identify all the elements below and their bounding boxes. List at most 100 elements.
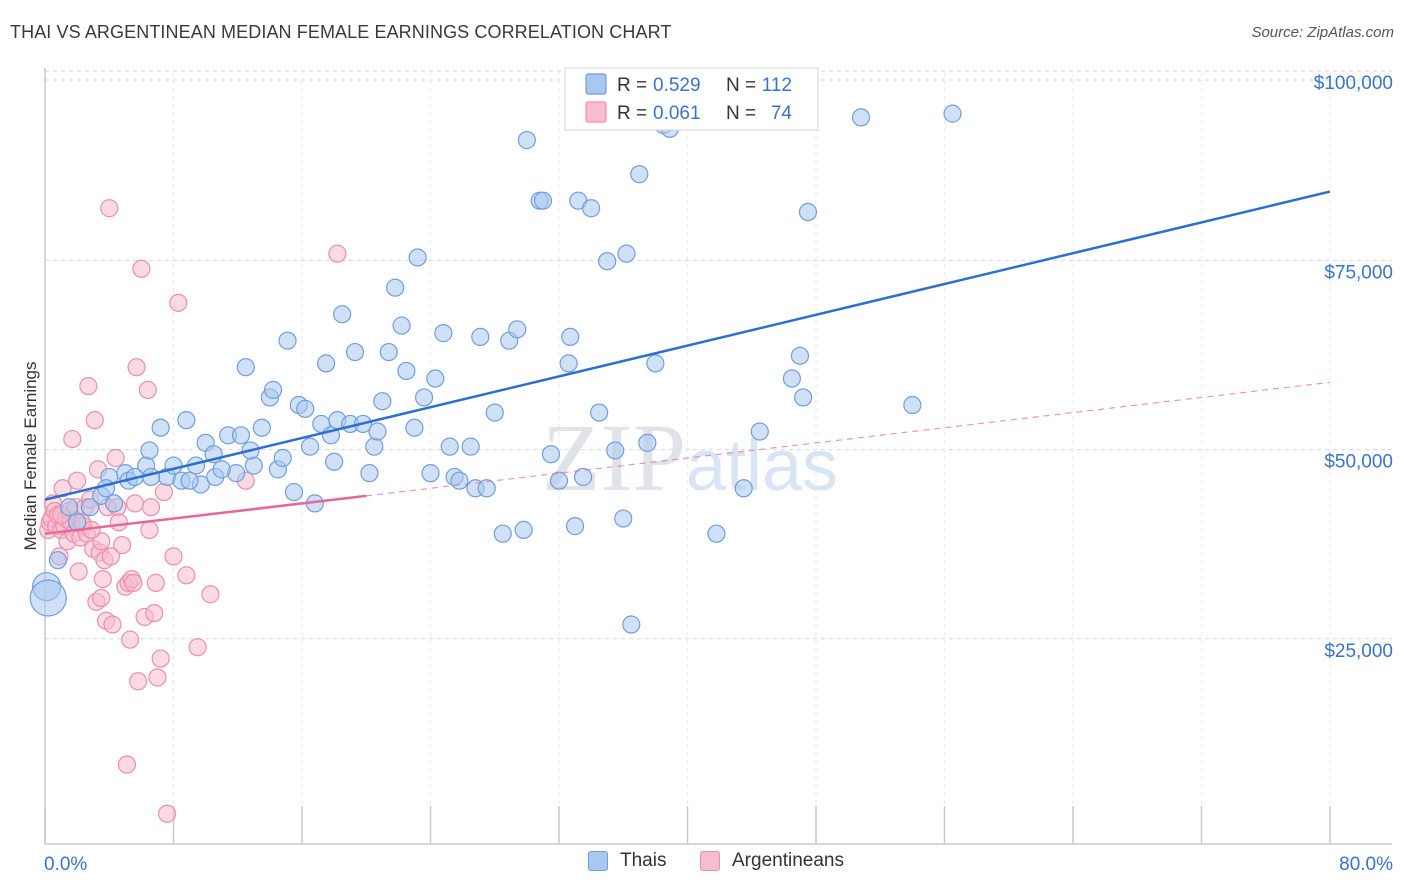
thais-point	[549, 471, 569, 490]
argentineans-point	[117, 755, 137, 774]
thais-point	[943, 104, 962, 123]
thais-point	[426, 369, 445, 388]
argentineans-point	[121, 630, 140, 649]
thais-point	[48, 551, 67, 570]
thais-point	[590, 403, 609, 422]
thais-point	[296, 399, 315, 418]
thais-point	[379, 342, 398, 362]
argentineans-point	[79, 376, 98, 396]
argentineans-point	[177, 566, 196, 585]
thais-point	[565, 517, 585, 536]
thais-point	[630, 165, 649, 184]
argentineans-point	[201, 585, 220, 604]
argentineans-point	[101, 547, 120, 566]
thais-point	[450, 471, 469, 490]
y-axis-label: Median Female Earnings	[21, 362, 40, 551]
legend-r-value: 0.061	[653, 103, 701, 124]
legend-frame	[564, 67, 819, 131]
thais-swatch	[588, 851, 608, 871]
argentineans-point	[103, 615, 122, 634]
argentineans-point	[145, 604, 164, 623]
thais-point	[244, 456, 263, 475]
legend-swatch-argentineans	[585, 101, 607, 123]
y-tick-label: $25,000	[1324, 641, 1393, 662]
thais-point	[333, 305, 352, 324]
thais-point	[360, 464, 379, 483]
argentineans-point	[63, 429, 82, 449]
thais-point	[440, 437, 459, 456]
thais-point	[59, 498, 79, 517]
argentineans-point	[106, 448, 125, 468]
argentineans-point	[169, 293, 188, 312]
thais-point	[325, 452, 344, 471]
argentineans-point	[125, 494, 145, 513]
thais-point	[386, 278, 405, 297]
legend-item-thais[interactable]: Thais	[588, 850, 666, 872]
thais-point	[300, 437, 320, 456]
thais-point	[794, 388, 813, 407]
legend-n-label: N =	[726, 75, 756, 96]
thais-point	[707, 524, 726, 543]
thais-point	[236, 358, 255, 377]
argentineans-point	[92, 588, 111, 608]
argentineans-point	[164, 547, 183, 566]
thais-point	[782, 369, 802, 388]
legend-item-argentineans[interactable]: Argentineans	[700, 850, 844, 872]
thais-point	[231, 426, 251, 445]
thais-point	[405, 418, 424, 437]
thais-point	[790, 346, 810, 365]
thais-point	[284, 482, 304, 502]
thais-point	[177, 411, 196, 430]
thais-point	[397, 361, 416, 381]
source-credit: Source: ZipAtlas.com	[1251, 24, 1394, 41]
legend-n-value: 74	[771, 103, 793, 124]
argentineans-point	[127, 358, 146, 377]
thais-point	[434, 324, 453, 343]
thais-point	[606, 441, 625, 460]
legend-n-label: N =	[726, 103, 756, 124]
thais-point	[617, 244, 636, 263]
thais-point	[368, 422, 387, 441]
thais-point	[212, 460, 231, 479]
thais-point	[903, 395, 922, 415]
argentineans-trend-extension	[366, 381, 1331, 497]
thais-point	[273, 448, 292, 468]
grid-layer	[45, 70, 1392, 806]
thais-point	[598, 252, 617, 271]
thais-point	[750, 422, 769, 441]
thais-point	[582, 199, 601, 218]
thais-point	[485, 403, 504, 422]
legend-swatch-thais	[585, 73, 607, 95]
thais-point	[252, 418, 271, 437]
argentineans-point	[93, 569, 112, 589]
argentineans-point	[157, 804, 177, 823]
thais-point	[533, 191, 553, 210]
thais-point	[392, 316, 411, 335]
argentineans-swatch	[700, 851, 720, 871]
y-tick-label: $50,000	[1324, 452, 1393, 473]
argentineans-point	[146, 573, 165, 592]
thais-point	[365, 437, 384, 456]
argentineans-point	[112, 535, 132, 555]
thais-point	[573, 467, 593, 487]
thais-point	[508, 320, 527, 339]
thais-point	[471, 327, 490, 347]
x-tick-label: 80.0%	[1339, 854, 1393, 875]
thais-point	[559, 354, 578, 373]
thais-point	[851, 108, 871, 127]
thais-point	[561, 327, 580, 347]
argentineans-point	[132, 259, 151, 278]
axes-layer: $25,000 $50,000 $75,000 $100,000 0.0% 80.0%	[44, 68, 1393, 875]
y-tick-label: $100,000	[1314, 73, 1393, 94]
legend-n-value: 112	[762, 75, 792, 96]
thais-point	[493, 524, 512, 543]
legend-label-thais: Thais	[620, 850, 667, 871]
watermark: ZIPatlas	[542, 404, 838, 511]
trend-layer	[44, 190, 1331, 535]
thais-point	[514, 520, 533, 540]
thais-point	[345, 342, 365, 362]
argentineans-point	[109, 513, 128, 532]
thais-point	[622, 615, 641, 634]
thais-point	[373, 392, 392, 411]
thais-point	[263, 380, 283, 399]
